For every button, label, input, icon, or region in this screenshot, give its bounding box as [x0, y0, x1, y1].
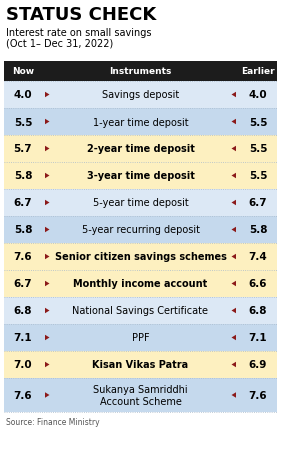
Bar	[4, 82, 277, 109]
Polygon shape	[232, 281, 236, 287]
Text: Instruments: Instruments	[109, 67, 172, 76]
Polygon shape	[45, 393, 49, 398]
Bar	[4, 109, 277, 136]
Polygon shape	[232, 119, 236, 125]
Text: 5.5: 5.5	[249, 117, 267, 127]
Text: 7.4: 7.4	[249, 252, 268, 262]
Polygon shape	[45, 362, 49, 368]
Text: 6.8: 6.8	[249, 306, 267, 316]
Polygon shape	[232, 200, 236, 206]
Text: Senior citizen savings schemes: Senior citizen savings schemes	[55, 252, 226, 262]
Text: 2-year time deposit: 2-year time deposit	[87, 144, 194, 154]
Text: Earlier: Earlier	[241, 67, 275, 76]
Text: 4.0: 4.0	[14, 90, 32, 100]
Bar	[4, 297, 277, 324]
Text: (Oct 1– Dec 31, 2022): (Oct 1– Dec 31, 2022)	[6, 39, 113, 49]
Polygon shape	[45, 227, 49, 233]
Polygon shape	[232, 335, 236, 340]
Polygon shape	[232, 308, 236, 313]
Text: Savings deposit: Savings deposit	[102, 90, 179, 100]
Polygon shape	[45, 173, 49, 179]
Polygon shape	[45, 146, 49, 152]
Text: 6.7: 6.7	[14, 279, 32, 289]
Bar	[4, 378, 277, 412]
Text: 5.8: 5.8	[14, 171, 32, 181]
Polygon shape	[232, 362, 236, 368]
Text: 7.6: 7.6	[14, 390, 32, 400]
Text: 7.1: 7.1	[249, 333, 267, 343]
Text: 7.6: 7.6	[14, 252, 32, 262]
Bar	[4, 189, 277, 217]
Polygon shape	[232, 146, 236, 152]
Text: STATUS CHECK: STATUS CHECK	[6, 6, 156, 24]
Polygon shape	[232, 227, 236, 233]
Text: Sukanya Samriddhi
Account Scheme: Sukanya Samriddhi Account Scheme	[93, 384, 188, 407]
Text: 5.5: 5.5	[249, 144, 267, 154]
Polygon shape	[45, 119, 49, 125]
Text: Interest rate on small savings: Interest rate on small savings	[6, 28, 151, 38]
Text: 5.7: 5.7	[14, 144, 32, 154]
Polygon shape	[45, 254, 49, 260]
Polygon shape	[45, 281, 49, 287]
Polygon shape	[232, 254, 236, 260]
Text: 5.8: 5.8	[14, 225, 32, 235]
Text: 6.6: 6.6	[249, 279, 267, 289]
Text: 6.8: 6.8	[14, 306, 32, 316]
Bar	[4, 163, 277, 189]
Polygon shape	[232, 93, 236, 98]
Text: 5.5: 5.5	[14, 117, 32, 127]
Bar	[4, 217, 277, 244]
Bar	[4, 244, 277, 270]
Text: 5.8: 5.8	[249, 225, 267, 235]
Text: National Savings Certificate: National Savings Certificate	[72, 306, 209, 316]
Text: 5-year time deposit: 5-year time deposit	[93, 198, 188, 208]
Bar	[4, 270, 277, 297]
Text: 5.5: 5.5	[249, 171, 267, 181]
Text: Monthly income account: Monthly income account	[73, 279, 208, 289]
Text: Now: Now	[12, 67, 34, 76]
Text: 4.0: 4.0	[249, 90, 267, 100]
Bar	[4, 136, 277, 163]
Bar	[4, 351, 277, 378]
Text: 6.7: 6.7	[14, 198, 32, 208]
Text: 7.1: 7.1	[14, 333, 32, 343]
Text: 3-year time deposit: 3-year time deposit	[87, 171, 194, 181]
Bar	[4, 62, 277, 82]
Text: 6.9: 6.9	[249, 360, 267, 369]
Polygon shape	[45, 335, 49, 340]
Bar	[4, 324, 277, 351]
Text: PPF: PPF	[132, 333, 149, 343]
Text: Kisan Vikas Patra: Kisan Vikas Patra	[92, 360, 189, 369]
Polygon shape	[45, 93, 49, 98]
Text: 7.0: 7.0	[14, 360, 32, 369]
Polygon shape	[45, 308, 49, 313]
Text: 6.7: 6.7	[249, 198, 267, 208]
Polygon shape	[45, 200, 49, 206]
Text: 7.6: 7.6	[249, 390, 267, 400]
Text: 5-year recurring deposit: 5-year recurring deposit	[81, 225, 200, 235]
Text: 1-year time deposit: 1-year time deposit	[93, 117, 188, 127]
Text: Source: Finance Ministry: Source: Finance Ministry	[6, 417, 100, 426]
Polygon shape	[232, 393, 236, 398]
Polygon shape	[232, 173, 236, 179]
